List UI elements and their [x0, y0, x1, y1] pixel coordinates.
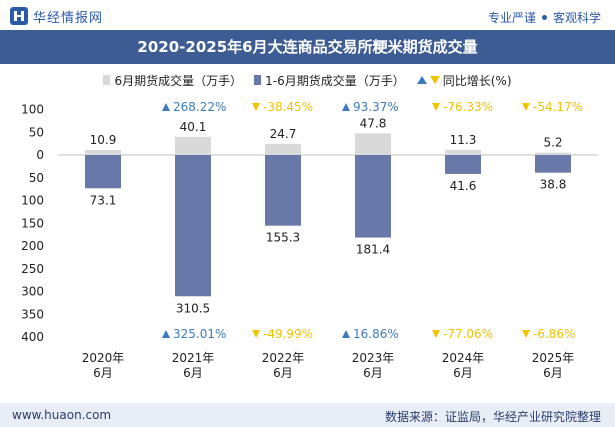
- data-label-ytd: 41.6: [450, 179, 477, 193]
- growth-up-icon: [342, 330, 350, 338]
- x-tick-label: 2021年: [172, 351, 215, 365]
- bar-month: [85, 150, 121, 155]
- chart-legend: 6月期货成交量（万手） 1-6月期货成交量（万手） 同比增长(%): [0, 70, 615, 90]
- growth-ytd-label: -49.99%: [263, 327, 313, 341]
- bar-ytd: [85, 155, 121, 189]
- growth-ytd-label: 16.86%: [353, 327, 399, 341]
- x-tick-label: 2024年: [442, 351, 485, 365]
- y-tick-label: 150: [21, 216, 44, 230]
- down-triangle-icon: [429, 76, 440, 84]
- y-tick-label: 0: [36, 148, 44, 162]
- growth-up-icon: [162, 103, 170, 111]
- legend-label-ytd: 1-6月期货成交量（万手）: [265, 73, 405, 88]
- growth-up-icon: [162, 330, 170, 338]
- y-tick-label: 250: [21, 262, 44, 276]
- growth-down-icon: [432, 330, 440, 338]
- x-tick-label: 6月: [543, 366, 563, 380]
- footer-source: 数据来源：证监局，华经产业研究院整理: [384, 410, 601, 424]
- growth-up-icon: [342, 103, 350, 111]
- bar-ytd: [535, 155, 571, 173]
- footer: www.huaon.com 数据来源：证监局，华经产业研究院整理: [0, 403, 615, 427]
- bar-month: [535, 152, 571, 155]
- x-tick-label: 6月: [273, 366, 293, 380]
- data-label-month: 10.9: [90, 133, 117, 147]
- data-label-month: 40.1: [180, 120, 207, 134]
- bar-chart: 100 50 0 50 100 150 200 250 300 350 400 10.9 73.1 202…: [21, 100, 598, 380]
- slogan-dot-icon: [541, 15, 547, 20]
- y-tick-label: 350: [21, 307, 44, 321]
- growth-ytd-label: 325.01%: [173, 327, 226, 341]
- bar-ytd: [265, 155, 301, 226]
- x-tick-label: 2025年: [532, 351, 575, 365]
- data-label-month: 11.3: [450, 133, 477, 147]
- x-tick-label: 6月: [363, 366, 383, 380]
- up-triangle-icon: [416, 76, 427, 84]
- y-tick-label: 200: [21, 239, 44, 253]
- y-tick-label: 100: [21, 103, 44, 117]
- growth-down-icon: [252, 330, 260, 338]
- y-tick-label: 50: [29, 125, 44, 139]
- data-label-ytd: 38.8: [540, 178, 567, 192]
- x-tick-label: 6月: [453, 366, 473, 380]
- x-tick-label: 6月: [93, 366, 113, 380]
- brand-logo[interactable]: 华经情报网: [10, 7, 104, 26]
- data-label-ytd: 73.1: [90, 193, 117, 207]
- legend-label-growth: 同比增长(%): [442, 73, 512, 88]
- brand-logo-icon: [10, 7, 28, 25]
- brand-name: 华经情报网: [33, 10, 104, 26]
- x-tick-label: 6月: [183, 366, 203, 380]
- slogan: 专业严谨 客观科学: [488, 9, 601, 26]
- growth-down-icon: [252, 103, 260, 111]
- top-bar: 华经情报网 专业严谨 客观科学: [0, 0, 615, 30]
- bar-month: [175, 136, 211, 155]
- growth-ytd-label: -6.86%: [533, 327, 575, 341]
- legend-item-growth: 同比增长(%): [416, 72, 512, 89]
- bar-ytd: [355, 155, 391, 238]
- legend-swatch-ytd: [254, 75, 262, 85]
- bar-ytd: [175, 155, 211, 297]
- growth-month-label: 268.22%: [173, 100, 226, 114]
- y-tick-label: 100: [21, 194, 44, 208]
- legend-item-month: 6月期货成交量（万手）: [103, 72, 242, 89]
- legend-swatch-month: [103, 75, 111, 85]
- legend-item-ytd: 1-6月期货成交量（万手）: [254, 72, 405, 89]
- y-tick-label: 50: [29, 171, 44, 185]
- growth-month-label: -54.17%: [533, 100, 583, 114]
- data-label-month: 47.8: [360, 116, 387, 130]
- growth-ytd-label: -77.06%: [443, 327, 493, 341]
- chart-title: 2020-2025年6月大连商品交易所粳米期货成交量: [0, 30, 615, 64]
- bar-month: [265, 143, 301, 155]
- y-tick-label: 300: [21, 285, 44, 299]
- legend-label-month: 6月期货成交量（万手）: [114, 73, 243, 88]
- growth-month-label: 93.37%: [353, 100, 399, 114]
- growth-month-label: -76.33%: [443, 100, 493, 114]
- data-label-month: 24.7: [270, 127, 297, 141]
- footer-site-link[interactable]: www.huaon.com: [12, 408, 112, 422]
- bar-ytd: [445, 155, 481, 174]
- growth-down-icon: [432, 103, 440, 111]
- x-tick-label: 2022年: [262, 351, 305, 365]
- data-label-month: 5.2: [543, 136, 562, 150]
- growth-down-icon: [522, 103, 530, 111]
- bar-month: [355, 133, 391, 155]
- data-label-ytd: 155.3: [266, 231, 300, 245]
- data-label-ytd: 310.5: [176, 301, 210, 315]
- growth-month-label: -38.45%: [263, 100, 313, 114]
- slogan-right: 客观科学: [552, 11, 601, 25]
- x-tick-label: 2020年: [82, 351, 125, 365]
- y-tick-label: 400: [21, 330, 44, 344]
- x-tick-label: 2023年: [352, 351, 395, 365]
- bar-month: [445, 149, 481, 155]
- data-label-ytd: 181.4: [356, 243, 390, 257]
- slogan-left: 专业严谨: [487, 11, 536, 25]
- growth-down-icon: [522, 330, 530, 338]
